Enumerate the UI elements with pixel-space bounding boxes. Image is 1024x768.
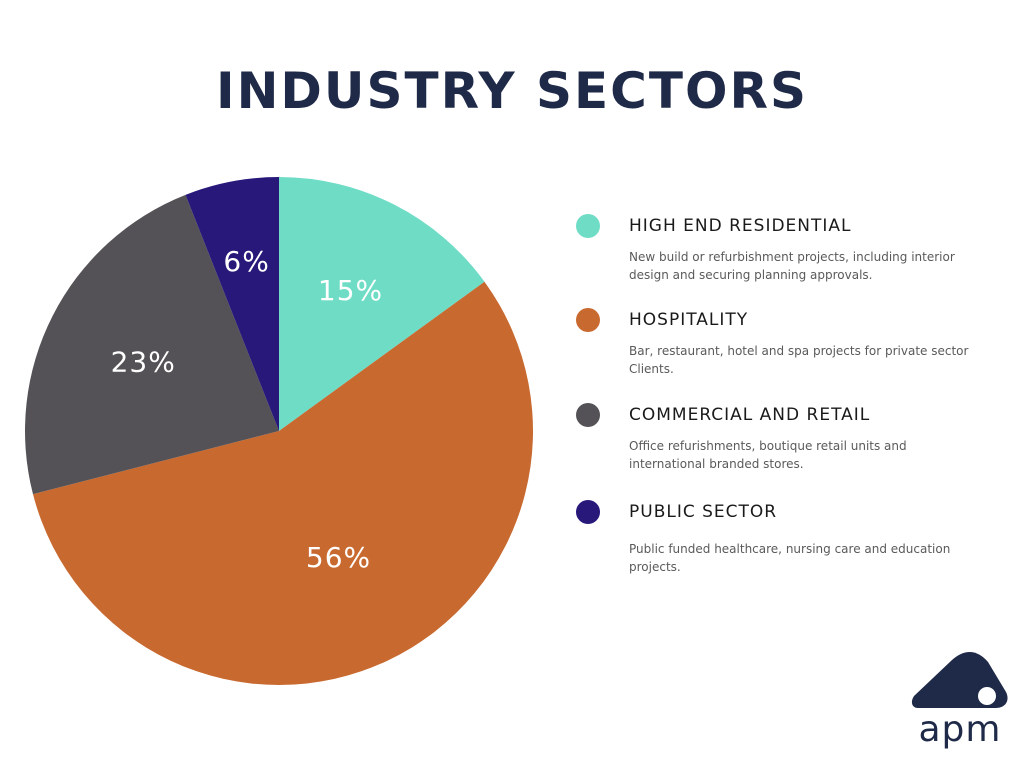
- pie-label-hospitality: 56%: [306, 541, 371, 574]
- apm-logo: apm: [910, 650, 1010, 760]
- pie-chart: 15% 56% 23% 6%: [25, 177, 533, 685]
- legend-label-public-sector: PUBLIC SECTOR: [629, 502, 778, 522]
- pie-slice-hospitality: [32, 281, 533, 685]
- legend-swatch-hospitality: [576, 308, 600, 332]
- pie-label-public-sector: 6%: [223, 245, 269, 278]
- pie-label-commercial-and-retail: 23%: [111, 345, 176, 378]
- legend-label-hospitality: HOSPITALITY: [629, 310, 749, 330]
- logo-mark-icon: [911, 651, 1008, 708]
- pie-slice-commercial-and-retail: [25, 194, 279, 495]
- legend-swatch-commercial-and-retail: [576, 403, 600, 427]
- legend-swatch-public-sector: [576, 500, 600, 524]
- pie-slice-high-end-residential: [279, 177, 485, 431]
- page-title: INDUSTRY SECTORS: [215, 62, 809, 120]
- legend-swatch-high-end-residential: [576, 214, 600, 238]
- legend-desc-commercial-and-retail: Office refurishments, boutique retail un…: [629, 439, 907, 471]
- logo-text: apm: [918, 709, 1002, 750]
- legend-label-high-end-residential: HIGH END RESIDENTIAL: [629, 216, 852, 236]
- legend-desc-high-end-residential: New build or refurbishment projects, inc…: [629, 250, 955, 282]
- legend-label-commercial-and-retail: COMMERCIAL AND RETAIL: [629, 405, 871, 425]
- pie-slice-public-sector: [185, 177, 279, 431]
- legend-desc-hospitality: Bar, restaurant, hotel and spa projects …: [629, 344, 969, 376]
- legend-desc-public-sector: Public funded healthcare, nursing care a…: [629, 542, 951, 574]
- pie-label-high-end-residential: 15%: [318, 274, 383, 307]
